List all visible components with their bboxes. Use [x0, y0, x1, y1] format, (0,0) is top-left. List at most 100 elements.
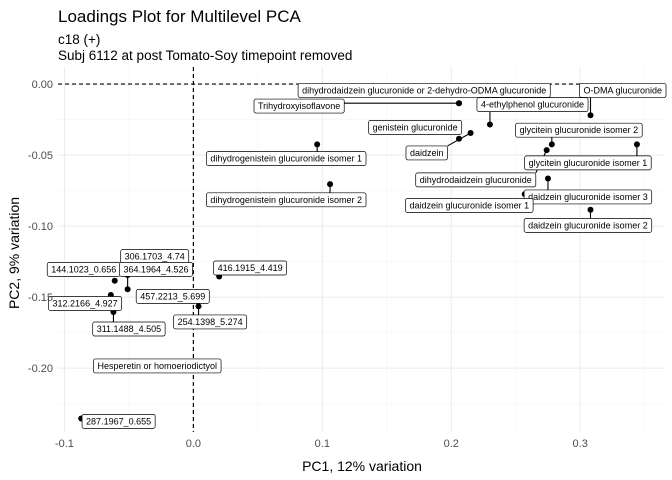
point-label: daidzein glucuronide isomer 2 [523, 218, 653, 233]
point-label-box [48, 296, 122, 311]
data-point [486, 121, 493, 128]
point-label-text: 364.1964_4.526 [123, 264, 188, 274]
point-label: Hesperetin or homoeriodictyol [93, 358, 222, 374]
point-label-text: 254.1398_5.274 [178, 317, 243, 327]
data-point [548, 141, 555, 148]
point-label-box [135, 289, 210, 304]
data-point [455, 135, 462, 142]
point-label-box [523, 189, 653, 205]
point-label: O-DMA glucuronide [579, 83, 667, 98]
point-label: glycitein glucuronide isomer 2 [515, 122, 643, 138]
point-label-text: 311.1488_4.505 [97, 324, 161, 334]
y-tick-label: -0.20 [28, 363, 53, 375]
chart-subtitle-line-2: Subj 6112 at post Tomato-Soy timepoint r… [58, 48, 352, 63]
data-point [544, 175, 551, 182]
point-label: glycitein glucuronide isomer 1 [524, 155, 652, 171]
point-label-text: glycitein glucuronide isomer 2 [520, 125, 639, 135]
point-label-text: dihydrodaidzein glucuronide or 2-dehydro… [302, 85, 546, 95]
point-label-box [173, 314, 248, 330]
point-label: 364.1964_4.526 [119, 262, 193, 277]
point-label: daidzein [405, 145, 448, 161]
point-label-text: dihydrogenistein glucuronide isomer 1 [210, 154, 362, 164]
data-point [587, 206, 594, 213]
point-label: dihydrogenistein glucuronide isomer 1 [206, 151, 367, 166]
x-tick-label: 0.0 [186, 438, 201, 450]
chart-title: Loadings Plot for Multilevel PCA [58, 7, 302, 26]
point-label: daidzein glucuronide isomer 1 [405, 198, 534, 213]
x-axis-ticks: -0.1 0.0 0.1 0.2 0.3 [55, 438, 588, 450]
point-label-box [297, 83, 551, 98]
x-axis-title: PC1, 12% variation [302, 458, 422, 474]
point-label: 254.1398_5.274 [173, 314, 248, 330]
data-point [467, 130, 474, 137]
data-point [124, 286, 131, 293]
point-label: 311.1488_4.505 [92, 321, 166, 337]
point-label: dihydrodaidzein glucuronide [415, 172, 537, 188]
point-label-text: 306.1703_4.74 [125, 252, 185, 262]
point-label: Trihydroxyisoflavone [253, 98, 345, 114]
point-label: 457.2213_5.699 [135, 289, 210, 304]
point-label-box [206, 151, 367, 166]
point-label-box [405, 145, 448, 161]
point-label-text: glycitein glucuronide isomer 1 [529, 158, 648, 168]
point-label-text: daidzein glucuronide isomer 1 [410, 200, 530, 210]
point-label: 306.1703_4.74 [120, 249, 190, 264]
point-label-text: Hesperetin or homoeriodictyol [97, 361, 217, 371]
point-label: daidzein glucuronide isomer 3 [523, 189, 653, 205]
y-tick-label: -0.05 [28, 150, 53, 162]
point-label-box [92, 321, 166, 337]
data-point [587, 112, 594, 119]
point-label-box [119, 262, 193, 277]
x-tick-label: 0.3 [573, 438, 588, 450]
data-point [633, 141, 640, 148]
data-point [314, 141, 321, 148]
x-tick-label: -0.1 [55, 438, 74, 450]
data-point [111, 277, 118, 284]
point-label-text: 287.1967_0.655 [86, 416, 151, 426]
point-label-text: 457.2213_5.699 [140, 291, 205, 301]
point-label-text: 416.1915_4.419 [218, 263, 283, 273]
point-label-box [253, 98, 345, 114]
point-label-box [405, 198, 534, 213]
point-labels: O-DMA glucuronide dihydrodaidzein glucuro… [46, 83, 667, 429]
data-point [543, 147, 550, 154]
point-label-text: dihydrogenistein glucuronide isomer 2 [210, 195, 362, 205]
point-label-box [523, 218, 653, 233]
point-label-box [368, 120, 463, 135]
point-label-box [415, 172, 537, 188]
point-label: 312.2166_4.927 [48, 296, 122, 311]
point-label-box [579, 83, 667, 98]
point-label-text: 312.2166_4.927 [53, 298, 118, 308]
point-label-box [213, 260, 288, 276]
point-label-text: Trihydroxyisoflavone [258, 101, 340, 111]
point-label: dihydrogenistein glucuronide isomer 2 [206, 192, 367, 208]
point-label: 416.1915_4.419 [213, 260, 288, 276]
y-axis-title: PC2, 9% variation [6, 197, 22, 309]
y-axis-ticks: 0.00 -0.05 -0.10 -0.15 -0.20 [28, 79, 53, 375]
y-tick-label: -0.15 [28, 292, 53, 304]
chart-subtitle-line-1: c18 (+) [58, 32, 100, 47]
point-label-box [524, 155, 652, 171]
point-label-text: 4-ethylphenol glucuronide [481, 100, 584, 110]
x-tick-label: 0.1 [315, 438, 330, 450]
point-label-text: 144.1023_0.656 [51, 264, 116, 274]
point-label-text: dihydrodaidzein glucuronide [420, 175, 532, 185]
data-point [327, 181, 334, 188]
point-label-box [93, 358, 222, 374]
point-label-text: daidzein glucuronide isomer 2 [528, 220, 648, 230]
point-label-text: daidzein [410, 148, 444, 158]
data-point [195, 303, 202, 310]
y-tick-label: -0.10 [28, 221, 53, 233]
point-label: 144.1023_0.656 [46, 262, 121, 277]
point-label-text: O-DMA glucuronide [583, 85, 662, 95]
point-label-box [206, 192, 367, 208]
point-label: dihydrodaidzein glucuronide or 2-dehydro… [297, 83, 551, 98]
y-tick-label: 0.00 [32, 79, 53, 91]
point-label: 4-ethylphenol glucuronide [476, 97, 589, 112]
data-point [455, 100, 462, 107]
point-label: genistein glucuronide [368, 120, 463, 135]
x-tick-label: 0.2 [444, 438, 459, 450]
point-label-box [476, 97, 589, 112]
point-label-text: daidzein glucuronide isomer 3 [528, 192, 648, 202]
